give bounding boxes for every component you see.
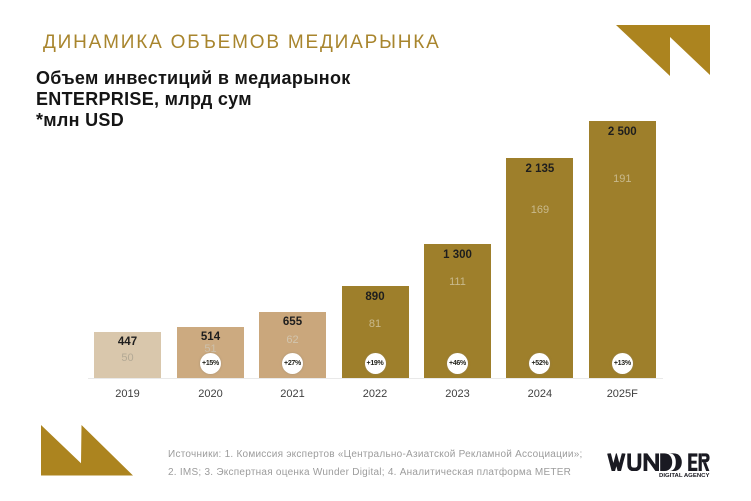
- svg-text:DIGITAL AGENCY: DIGITAL AGENCY: [659, 473, 710, 479]
